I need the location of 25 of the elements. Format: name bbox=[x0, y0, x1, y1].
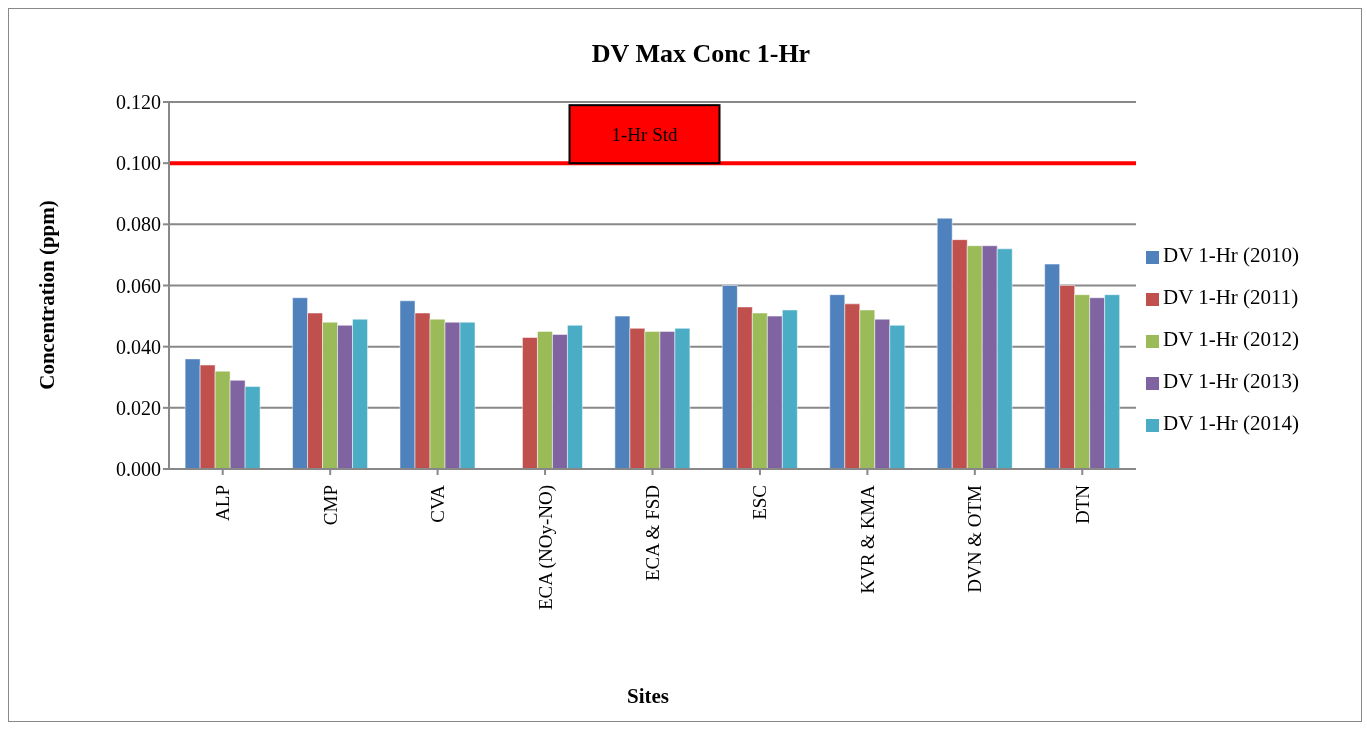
x-tick-label: DVN & OTM bbox=[964, 484, 986, 593]
legend-label: DV 1-Hr (2013) bbox=[1163, 369, 1300, 393]
y-tick-label: 0.040 bbox=[116, 335, 161, 358]
x-tick-label: ESC bbox=[749, 485, 771, 520]
x-tick-label: ALP bbox=[212, 485, 234, 521]
x-tick-label: ECA & FSD bbox=[642, 485, 663, 582]
x-tick-label: DTN bbox=[1071, 484, 1093, 525]
y-tick-label: 0.020 bbox=[116, 396, 161, 419]
legend-label: DV 1-Hr (2010) bbox=[1163, 243, 1300, 267]
y-tick-label: 0.120 bbox=[116, 91, 161, 114]
y-tick-label: 0.100 bbox=[116, 152, 161, 175]
y-tick-label: 0.000 bbox=[116, 458, 161, 481]
legend-label: DV 1-Hr (2011) bbox=[1163, 285, 1299, 309]
legend-label: DV 1-Hr (2012) bbox=[1163, 327, 1300, 351]
x-tick-label: KVR & KMA bbox=[856, 484, 878, 594]
x-tick-label: CVA bbox=[427, 484, 449, 523]
x-tick-label: CMP bbox=[319, 485, 341, 526]
y-tick-label: 0.080 bbox=[116, 213, 161, 236]
legend-label: DV 1-Hr (2014) bbox=[1163, 411, 1300, 435]
y-axis-title: Concentration (ppm) bbox=[34, 200, 60, 390]
x-axis-title: Sites bbox=[626, 684, 670, 709]
chart-title: DV Max Conc 1-Hr bbox=[590, 39, 812, 69]
y-tick-label: 0.060 bbox=[116, 274, 161, 297]
x-tick-label: ECA (NOy-NO) bbox=[534, 485, 557, 611]
ref-line-label: 1-Hr Std bbox=[611, 123, 678, 145]
